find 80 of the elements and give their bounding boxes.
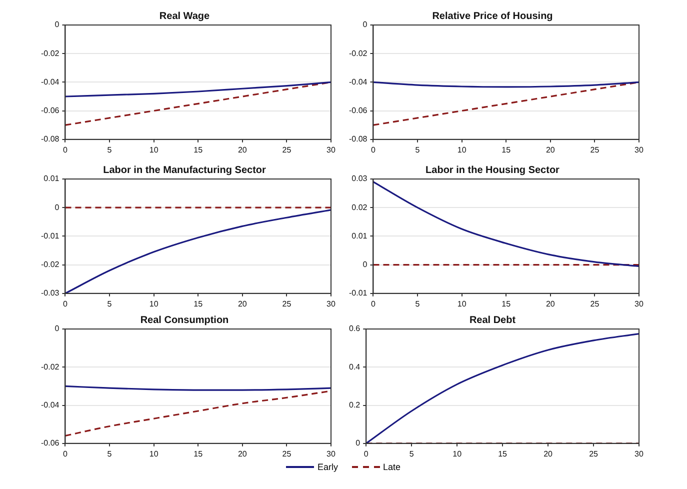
- y-tick-label: -0.02: [41, 48, 60, 58]
- x-tick-label: 15: [194, 145, 204, 154]
- chart-title: Real Debt: [469, 314, 516, 326]
- x-tick-label: 15: [194, 449, 204, 458]
- x-tick-label: 15: [502, 299, 512, 308]
- y-tick-label: -0.04: [349, 77, 368, 86]
- x-tick-label: 20: [238, 449, 248, 458]
- x-tick-label: 25: [589, 449, 599, 458]
- legend-label: Early: [317, 462, 338, 472]
- x-tick-label: 25: [282, 449, 292, 458]
- y-tick-label: 0: [54, 20, 60, 30]
- legend-label: Late: [382, 462, 401, 472]
- y-tick-label: -0.02: [349, 48, 368, 58]
- x-tick-label: 0: [63, 145, 68, 154]
- x-tick-label: 30: [326, 299, 336, 308]
- y-tick-label: -0.04: [41, 77, 60, 86]
- x-tick-label: 0: [371, 299, 376, 308]
- x-tick-label: 5: [107, 299, 112, 308]
- y-tick-label: -0.06: [41, 438, 60, 448]
- chart-title: Labor in the Manufacturing Sector: [103, 164, 266, 176]
- y-tick-label: -0.04: [41, 400, 60, 410]
- x-tick-label: 30: [634, 299, 644, 308]
- x-tick-label: 15: [194, 299, 204, 308]
- y-tick-label: 0.6: [348, 324, 361, 334]
- x-tick-label: 25: [282, 145, 292, 154]
- x-tick-label: 20: [546, 145, 556, 154]
- y-tick-label: -0.01: [41, 231, 60, 240]
- y-tick-label: -0.02: [41, 362, 60, 372]
- x-tick-label: 5: [415, 145, 420, 154]
- x-tick-label: 30: [326, 145, 336, 154]
- y-tick-label: 0.01: [352, 231, 368, 240]
- y-tick-label: 0.03: [352, 174, 368, 184]
- chart-title: Real Wage: [159, 10, 210, 22]
- y-tick-label: 0.4: [348, 362, 361, 372]
- x-tick-label: 10: [149, 449, 159, 458]
- x-tick-label: 0: [63, 299, 68, 308]
- y-tick-label: -0.02: [41, 260, 60, 270]
- y-tick-label: -0.06: [349, 106, 368, 116]
- y-tick-label: 0: [362, 260, 368, 270]
- y-tick-label: 0: [356, 438, 361, 448]
- x-tick-label: 25: [590, 145, 600, 154]
- x-tick-label: 20: [238, 299, 248, 308]
- x-tick-label: 5: [409, 449, 414, 458]
- chart-title: Labor in the Housing Sector: [426, 164, 560, 176]
- y-tick-label: -0.08: [41, 134, 60, 144]
- line-series: [65, 81, 331, 98]
- x-tick-label: 20: [238, 145, 248, 154]
- x-tick-label: 10: [149, 145, 159, 154]
- x-tick-label: 0: [63, 449, 68, 458]
- y-tick-label: 0.01: [44, 174, 60, 184]
- x-tick-label: 0: [371, 145, 376, 154]
- x-tick-label: 10: [149, 299, 159, 308]
- line-series: [373, 181, 639, 268]
- y-tick-label: -0.08: [349, 134, 368, 144]
- x-tick-label: 15: [498, 449, 508, 458]
- x-tick-label: 5: [415, 299, 420, 308]
- y-tick-label: 0: [362, 20, 368, 30]
- y-tick-label: -0.01: [349, 288, 368, 298]
- x-tick-label: 25: [590, 299, 600, 308]
- y-tick-label: 0: [54, 324, 60, 334]
- y-tick-label: 0.2: [348, 400, 361, 410]
- x-tick-label: 20: [546, 299, 556, 308]
- x-tick-label: 10: [457, 299, 467, 308]
- x-tick-label: 20: [544, 449, 554, 458]
- chart-title: Real Consumption: [140, 314, 229, 326]
- chart-title: Relative Price of Housing: [432, 10, 553, 22]
- y-tick-label: 0: [54, 202, 60, 212]
- x-tick-label: 10: [452, 449, 462, 458]
- x-tick-label: 30: [634, 449, 644, 458]
- y-tick-label: -0.06: [41, 106, 60, 116]
- x-tick-label: 15: [502, 145, 512, 154]
- x-tick-label: 25: [282, 299, 292, 308]
- y-tick-label: 0.02: [352, 202, 368, 212]
- x-tick-label: 10: [457, 145, 467, 154]
- y-tick-label: -0.03: [41, 288, 60, 298]
- x-tick-label: 30: [634, 145, 644, 154]
- x-tick-label: 5: [107, 145, 112, 154]
- line-series: [373, 81, 639, 126]
- x-tick-label: 5: [107, 449, 112, 458]
- x-tick-label: 30: [326, 449, 336, 458]
